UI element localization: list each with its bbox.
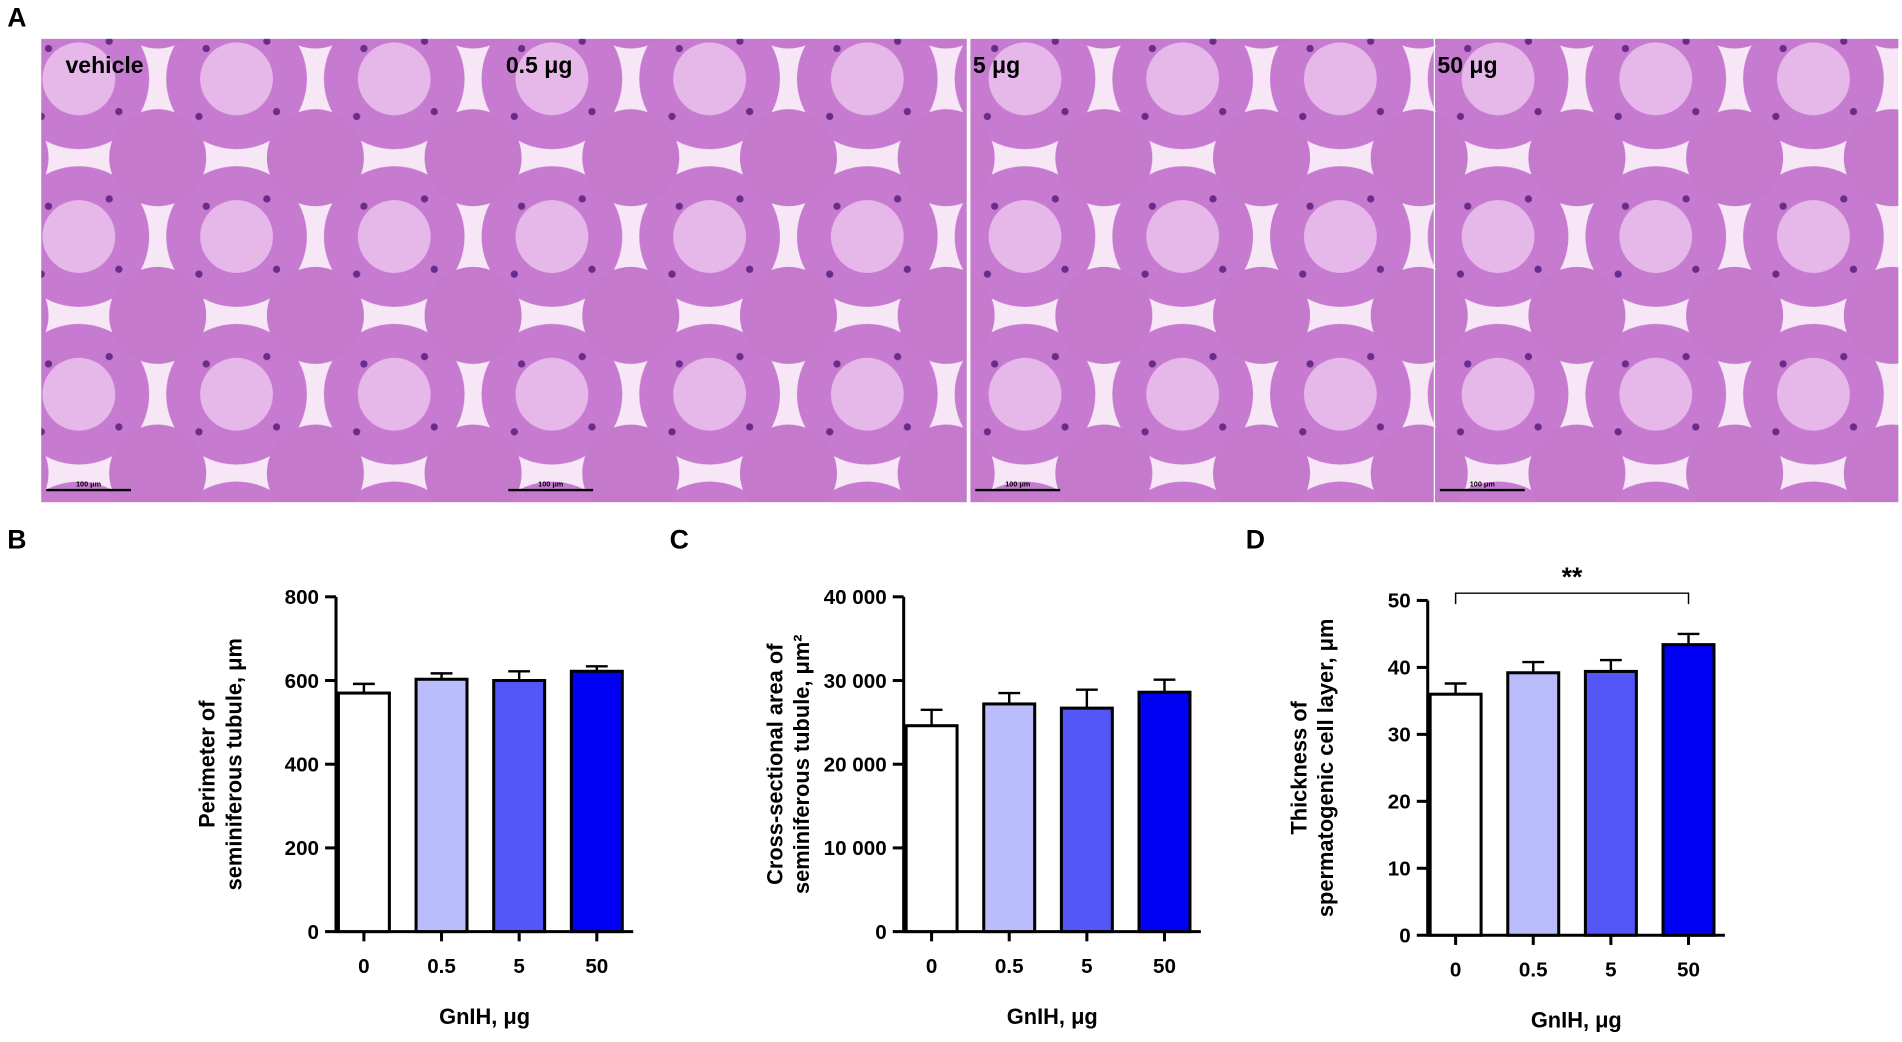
y-axis-label: Cross-sectional area of bbox=[762, 643, 787, 885]
x-tick-label: 0.5 bbox=[995, 955, 1024, 978]
y-tick-label: 20 000 bbox=[824, 753, 887, 776]
y-tick-label: 30 000 bbox=[824, 670, 887, 693]
y-tick-label: 0 bbox=[1399, 925, 1410, 948]
bar bbox=[904, 724, 959, 934]
panel-letter: B bbox=[7, 524, 26, 554]
bar bbox=[1661, 643, 1716, 937]
y-tick-label: 400 bbox=[285, 753, 319, 776]
y-tick-label: 600 bbox=[285, 670, 319, 693]
histology-image bbox=[970, 38, 1434, 503]
bar bbox=[414, 677, 469, 934]
x-axis-label: GnIH, μg bbox=[439, 1004, 530, 1029]
bar bbox=[1583, 669, 1638, 937]
bar bbox=[982, 702, 1037, 934]
y-tick-label: 40 bbox=[1388, 657, 1411, 680]
y-axis-label: Thickness of bbox=[1286, 700, 1311, 834]
panel-letter: D bbox=[1246, 524, 1265, 554]
histology-image bbox=[1434, 38, 1899, 503]
image-label: 0.5 μg bbox=[506, 52, 573, 78]
histology-panels: vehicle 100 μm 0.5 μg 100 μm 5 μg 100 μm 50 μg… bbox=[41, 38, 1899, 503]
scale-label: 100 μm bbox=[538, 479, 564, 488]
bar bbox=[1059, 706, 1114, 934]
x-tick-label: 5 bbox=[513, 955, 524, 978]
y-tick-label: 0 bbox=[308, 921, 319, 944]
x-tick-label: 0.5 bbox=[1519, 958, 1548, 981]
y-tick-label: 20 bbox=[1388, 791, 1411, 814]
y-tick-label: 40 000 bbox=[824, 586, 887, 609]
x-tick-label: 50 bbox=[1153, 955, 1176, 978]
histology-image bbox=[503, 38, 967, 503]
significance-bracket bbox=[1454, 592, 1690, 605]
panel-letter: C bbox=[670, 524, 689, 554]
y-axis-label: spermatogenic cell layer, μm bbox=[1313, 619, 1338, 917]
image-label: 50 μg bbox=[1437, 52, 1497, 78]
x-tick-label: 5 bbox=[1081, 955, 1092, 978]
x-axis-label: GnIH, μg bbox=[1531, 1007, 1622, 1032]
significance-label: ** bbox=[1562, 562, 1583, 592]
bar bbox=[1137, 690, 1192, 934]
y-tick-label: 0 bbox=[875, 921, 886, 944]
y-tick-label: 10 000 bbox=[824, 837, 887, 860]
y-tick-label: 30 bbox=[1388, 724, 1411, 747]
histology-image bbox=[41, 38, 505, 503]
bar bbox=[1506, 671, 1561, 937]
bar bbox=[492, 678, 547, 934]
bar bbox=[336, 691, 391, 934]
scale-label: 100 μm bbox=[1470, 479, 1496, 488]
y-tick-label: 10 bbox=[1388, 858, 1411, 881]
image-label: 5 μg bbox=[973, 52, 1020, 78]
x-axis-label: GnIH, μg bbox=[1007, 1004, 1098, 1029]
scale-label: 100 μm bbox=[76, 479, 102, 488]
y-axis-label: seminiferous tubule, μm² bbox=[789, 634, 814, 894]
scale-label: 100 μm bbox=[1005, 479, 1031, 488]
image-label: vehicle bbox=[66, 52, 144, 78]
x-tick-label: 0.5 bbox=[427, 955, 456, 978]
x-tick-label: 50 bbox=[585, 955, 608, 978]
y-tick-label: 800 bbox=[285, 586, 319, 609]
y-axis-label: seminiferous tubule, μm bbox=[221, 638, 246, 890]
x-tick-label: 0 bbox=[1450, 958, 1461, 981]
x-tick-label: 50 bbox=[1677, 958, 1700, 981]
y-tick-label: 50 bbox=[1388, 590, 1411, 613]
x-tick-label: 0 bbox=[926, 955, 937, 978]
x-tick-label: 5 bbox=[1605, 958, 1616, 981]
y-tick-label: 200 bbox=[285, 837, 319, 860]
bar bbox=[1428, 692, 1483, 937]
y-axis-label: Perimeter of bbox=[195, 700, 220, 828]
panel-letter: A bbox=[7, 3, 26, 33]
bar bbox=[569, 669, 624, 934]
x-tick-label: 0 bbox=[358, 955, 369, 978]
